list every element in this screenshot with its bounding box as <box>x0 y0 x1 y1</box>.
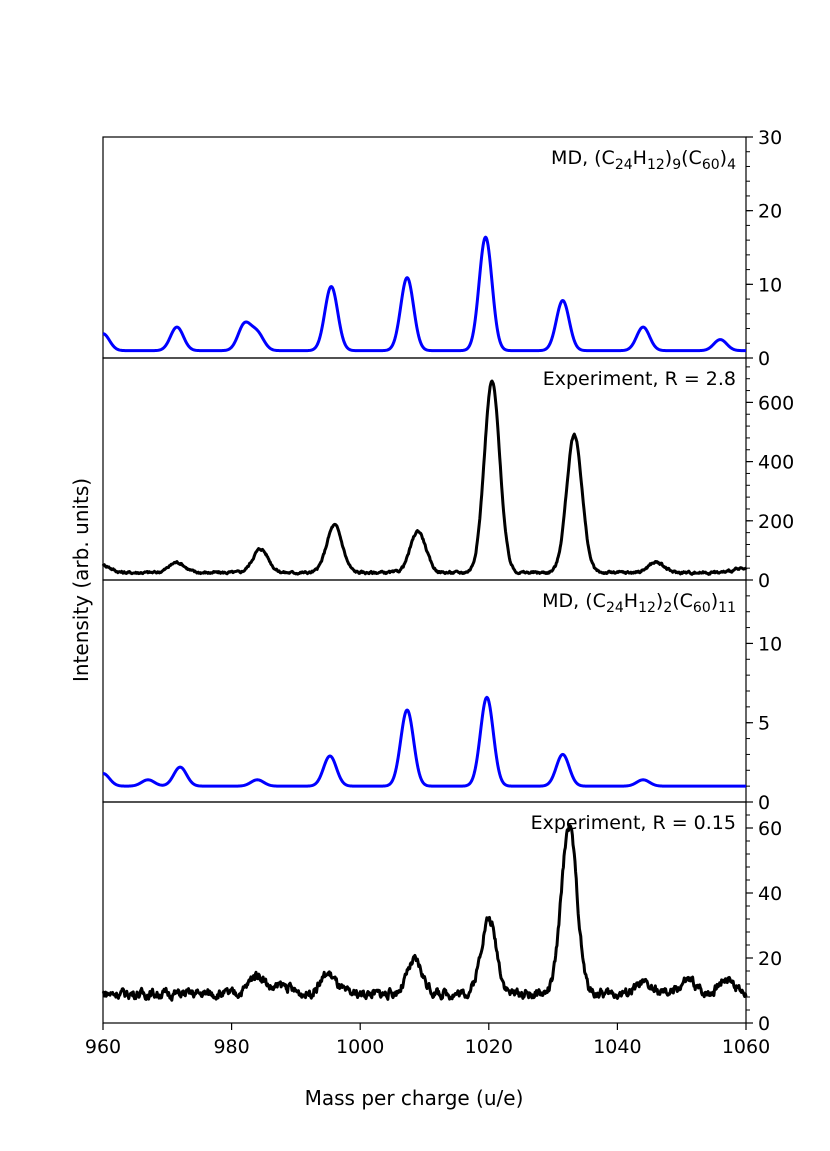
x-axis-label: Mass per charge (u/e) <box>305 1086 524 1110</box>
panel-label: MD, (C24H12)9(C60)4 <box>551 147 736 173</box>
y-tick-label: 20 <box>758 948 782 970</box>
y-tick-label: 20 <box>758 201 782 223</box>
panel-label: Experiment, R = 2.8 <box>543 368 736 390</box>
y-tick-label: 400 <box>758 452 794 474</box>
x-tick-label: 960 <box>85 1036 121 1058</box>
y-tick-label: 600 <box>758 392 794 414</box>
panel-experiment-r-0-15: 0 20 40 60 Experiment, R = 0.15 <box>101 801 782 1035</box>
x-tick-label: 1060 <box>722 1036 770 1058</box>
panel-frame <box>102 801 747 1024</box>
y-tick-label: 5 <box>758 713 770 735</box>
y-tick-label: 30 <box>758 127 782 149</box>
x-tick-label: 1000 <box>336 1036 384 1058</box>
series-line-experiment-r-0-15 <box>101 823 748 1002</box>
y-tick-label: 10 <box>758 274 782 296</box>
series-line-md-c24h12-2-c60-11 <box>102 695 747 788</box>
panel-label: Experiment, R = 0.15 <box>531 812 736 834</box>
y-tick-label: 60 <box>758 818 782 840</box>
y-tick-label: 10 <box>758 633 782 655</box>
x-tick-label: 1040 <box>593 1036 641 1058</box>
panel-label: MD, (C24H12)2(C60)11 <box>542 590 736 616</box>
series-line-md-c24h12-9-c60-4 <box>102 235 747 353</box>
x-tick-label: 980 <box>213 1036 249 1058</box>
x-axis: 960 980 1000 1020 1040 1060 <box>85 1023 770 1058</box>
y-tick-label: 0 <box>758 1013 770 1035</box>
y-tick-label: 200 <box>758 511 794 533</box>
series-line-experiment-r-2-8 <box>101 379 748 576</box>
y-tick-label: 40 <box>758 883 782 905</box>
x-tick-label: 1020 <box>465 1036 513 1058</box>
y-tick-label: 0 <box>758 570 770 592</box>
y-tick-label: 0 <box>758 792 770 814</box>
panel-md-c24h12-9-c60-4: 0 10 20 30 MD, (C24H12)9(C60)4 <box>102 127 782 370</box>
panel-experiment-r-2-8: 0 200 400 600 Experiment, R = 2.8 <box>101 357 794 592</box>
panel-md-c24h12-2-c60-11: 0 5 10 MD, (C24H12)2(C60)11 <box>102 579 782 814</box>
y-tick-label: 0 <box>758 348 770 370</box>
y-axis-label: Intensity (arb. units) <box>69 478 93 682</box>
